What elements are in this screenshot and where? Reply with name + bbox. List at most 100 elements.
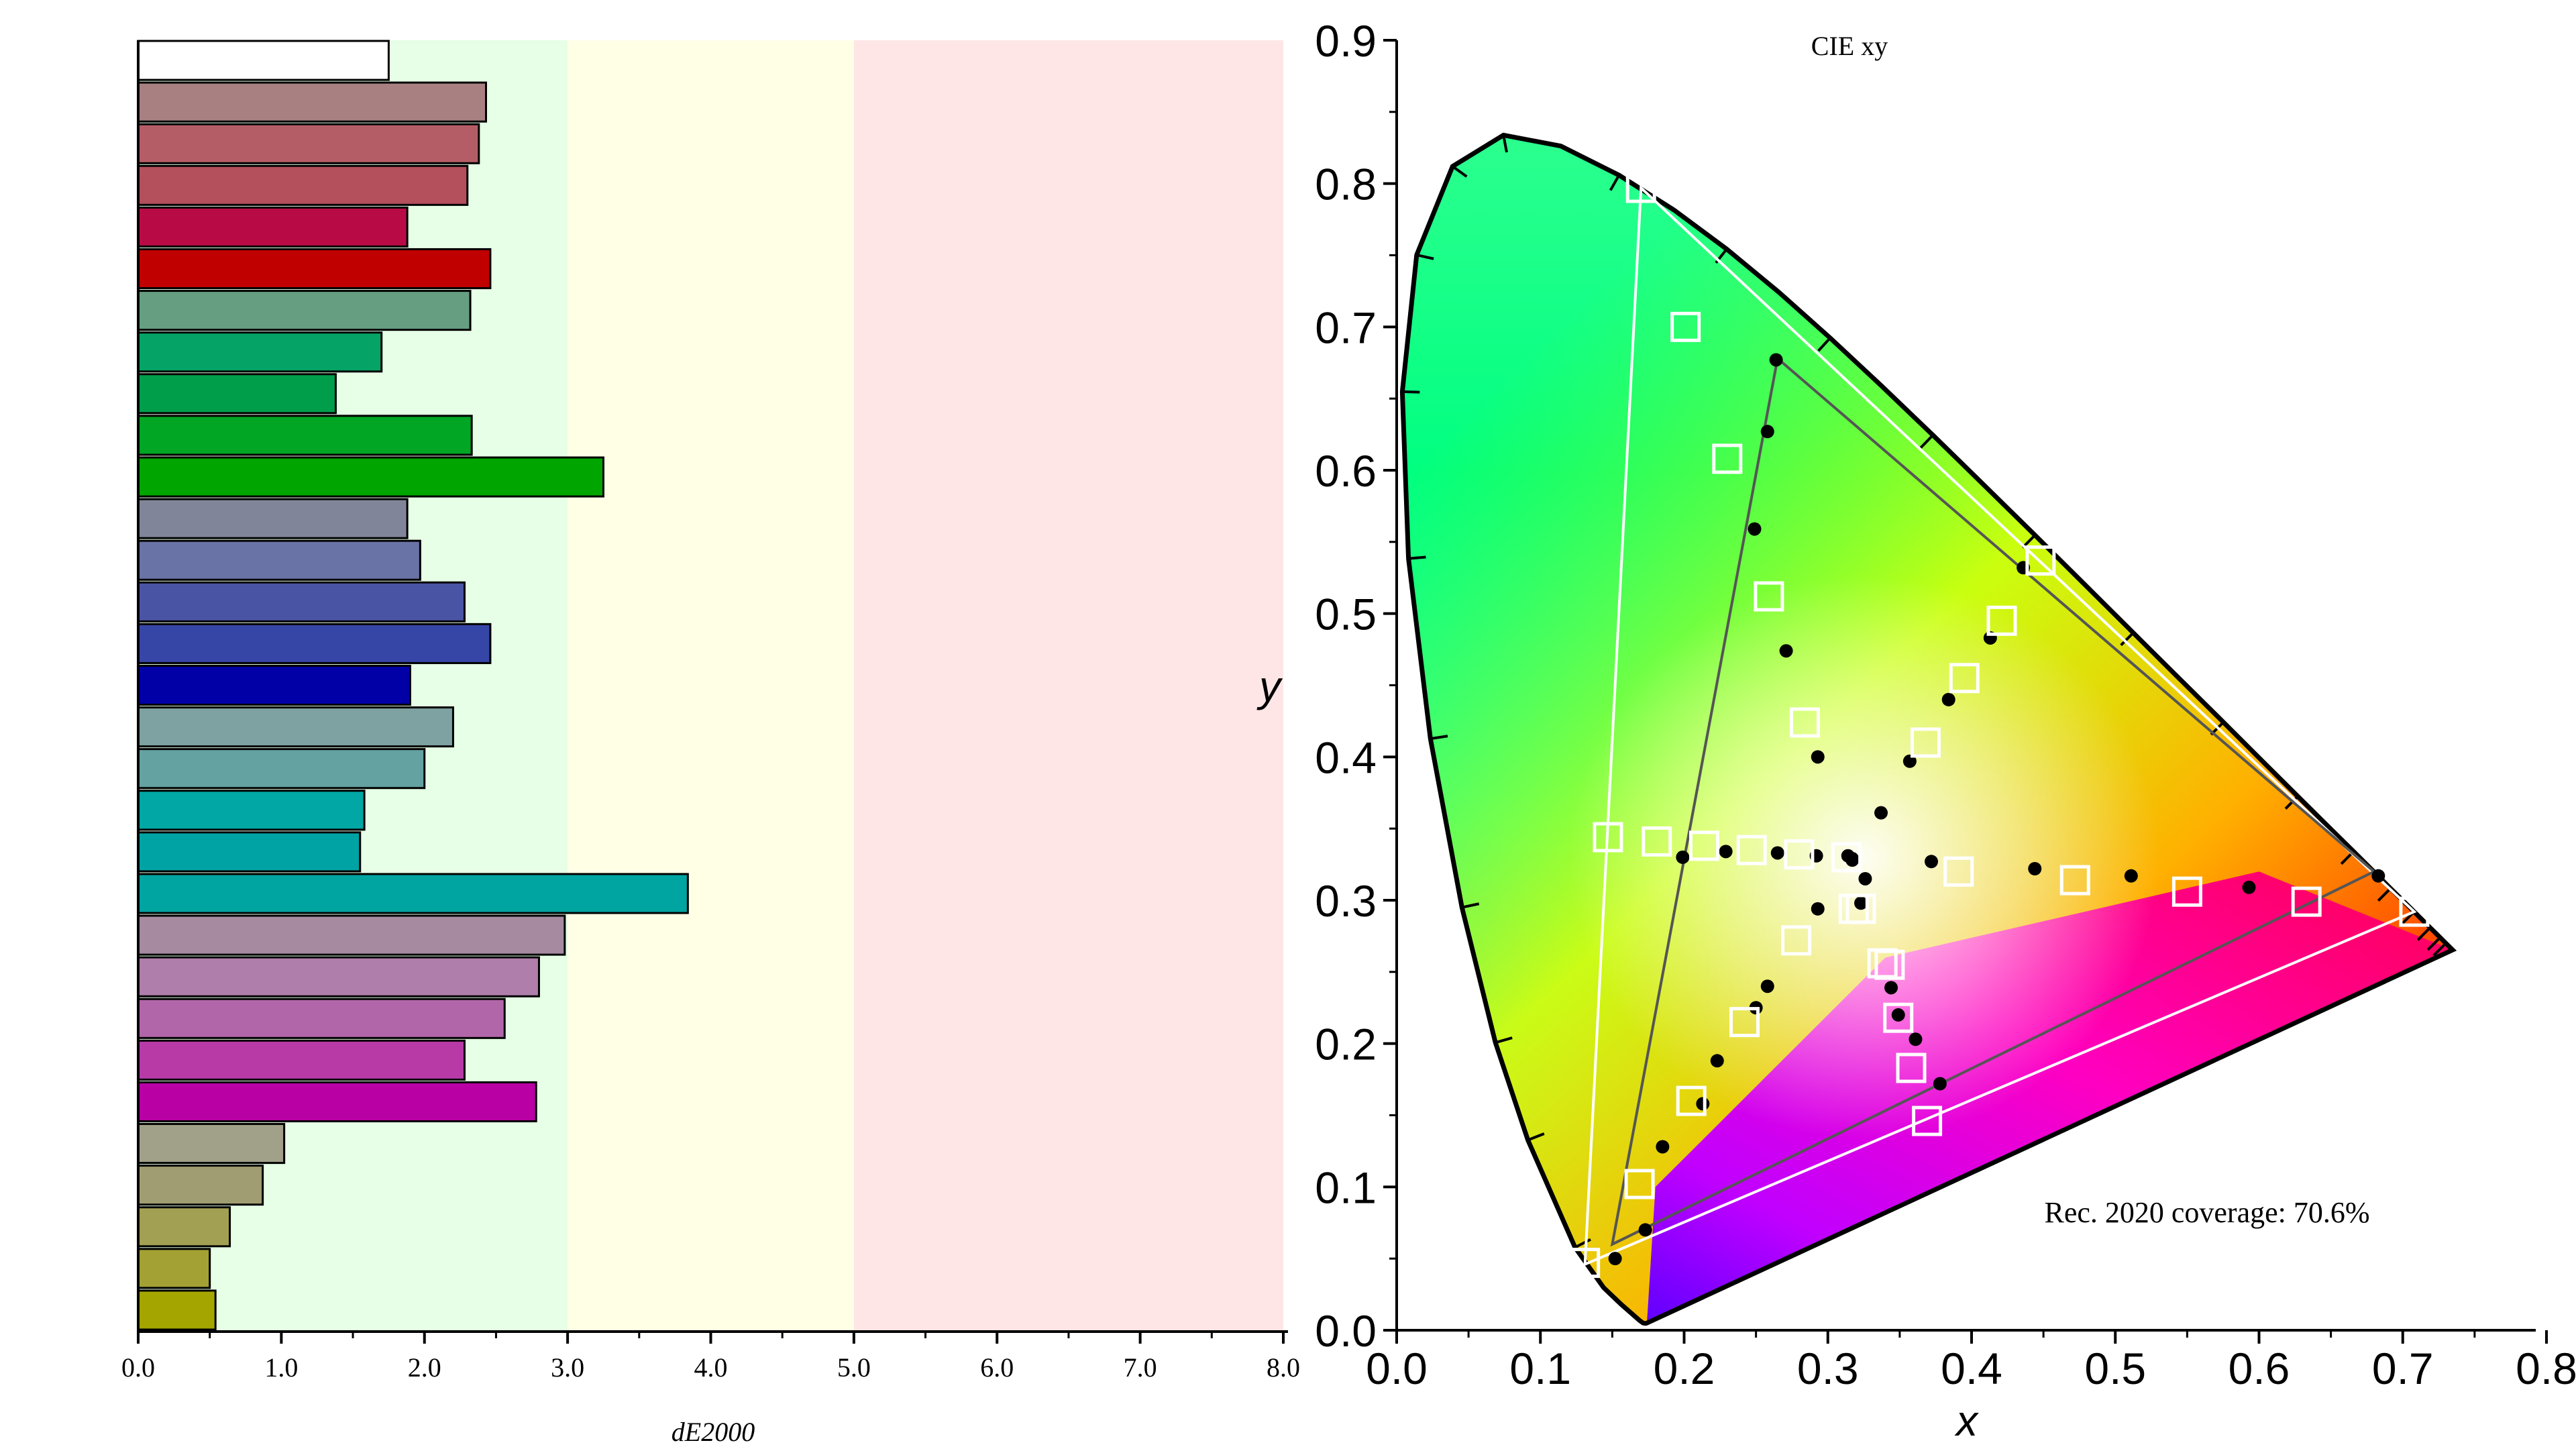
cie-y-tick-label: 0.0 [1315,1306,1377,1356]
bar-21 [137,873,689,914]
tolerance-band-1 [568,40,854,1332]
target-square-marker [1986,605,2017,636]
measured-point-marker [1925,855,1939,869]
target-square-marker [1910,727,1941,758]
cie-xy-diagram: 0.0 0.1 0.2 0.3 0.4 0.5 0.6 0.7 0.8 0.0 0.1 0.2 0.3… [1256,16,2576,1445]
target-square-marker [1670,311,1701,342]
cie-x-axis-label: x [1954,1397,1979,1445]
wavelength-tick [1502,135,1508,153]
measured-point-marker [1770,846,1784,860]
left-x-tick-label: 5.0 [837,1352,871,1383]
cie-x-tick-label: 0.0 [1366,1344,1428,1393]
cie-y-tick-label: 0.8 [1315,160,1377,209]
target-square-marker [1688,830,1719,861]
cie-y-tick-label: 0.1 [1315,1163,1377,1212]
bar-23 [137,956,540,998]
wavelength-tick [1461,902,1480,909]
bar-1 [137,40,390,81]
measured-point-marker [1884,981,1898,995]
bar-9 [137,373,337,415]
target-square-marker [1831,842,1862,873]
cie-x-tick-label: 0.1 [1509,1344,1571,1393]
cie-chart-title: CIE xy [1811,31,1888,61]
target-square-marker [2025,545,2056,576]
cie-y-tick-label: 0.3 [1315,876,1377,926]
bar-13 [137,539,421,581]
target-square-marker [1789,707,1820,738]
wavelength-tick [1452,165,1468,178]
bar-25 [137,1039,466,1081]
measured-point-marker [1841,849,1855,863]
measured-point-marker [1854,896,1868,910]
cie-x-tick-label: 0.5 [2084,1344,2146,1393]
target-square-marker [1883,1002,1914,1033]
cie-y-ticks: 0.0 0.1 0.2 0.3 0.4 0.5 0.6 0.7 0.8 0.9 [1315,16,1397,1356]
wavelength-tick [2377,887,2392,902]
cie-y-tick-label: 0.2 [1315,1020,1377,1069]
target-square-marker [2291,886,2322,917]
wavelength-tick [1817,337,1831,352]
left-x-tick-label: 1.0 [264,1352,298,1383]
measured-point-marker [1858,871,1872,885]
spectral-locus-fill [1402,135,2453,1324]
cie-y-axis-label: y [1256,662,1283,710]
left-x-tick-label: 4.0 [694,1352,728,1383]
bar-3 [137,123,480,164]
measured-point-marker [1760,979,1774,993]
bar-19 [137,790,366,831]
bar-28 [137,1165,264,1206]
measured-point-marker [1696,1097,1710,1111]
wavelength-tick [1574,1238,1591,1249]
bar-5 [137,206,409,248]
cie-y-tick-label: 0.7 [1315,303,1377,352]
target-square-marker [1593,822,1623,853]
bar-2 [137,81,488,123]
bar-12 [137,498,409,539]
wavelength-tick [1919,434,1934,449]
target-square-marker [1781,925,1812,956]
left-x-tick-label: 8.0 [1267,1352,1300,1383]
wavelength-tick [2432,942,2447,957]
measured-point-marker [1779,644,1793,658]
measured-point-marker [1748,522,1762,536]
bar-6 [137,248,492,290]
wavelength-tick [1408,555,1426,560]
cie-x-tick-label: 0.8 [2516,1344,2576,1393]
target-square-marker [1570,1248,1601,1279]
target-square-marker [2171,876,2202,907]
de2000-bar-chart: 0.0 1.0 2.0 3.0 4.0 5.0 6.0 7.0 8.0 dE2000 [121,40,1300,1447]
measured-point-marker [1656,1140,1670,1154]
target-square-marker [1642,826,1672,857]
measured-point-marker [1811,750,1825,764]
bar-29 [137,1206,231,1248]
target-square-marker [1736,835,1767,865]
target-square-marker [1676,1085,1707,1116]
measured-point-marker [1710,1054,1724,1068]
measured-point-marker [1608,1252,1622,1266]
measured-point-marker [1902,754,1917,768]
target-square-marker [1729,1007,1760,1038]
target-square-marker [1754,581,1784,612]
cie-y-tick-label: 0.9 [1315,16,1377,66]
bar-27 [137,1123,286,1165]
bar-20 [137,831,362,873]
measured-point-marker [1933,1077,1947,1091]
bar-24 [137,998,506,1039]
bar-15 [137,623,492,664]
wavelength-tick [1416,254,1434,260]
target-square-marker [2399,896,2430,927]
cie-x-tick-label: 0.6 [2229,1344,2290,1393]
measured-point-marker [2242,880,2256,894]
wavelength-tick [1430,735,1448,741]
wavelength-tick [2120,631,2135,647]
bar-17 [137,706,454,748]
measured-point-marker [1941,692,1955,706]
tolerance-band-2 [853,40,1283,1332]
left-x-tick-label: 2.0 [408,1352,441,1383]
measured-point-marker [1676,850,1690,864]
bar-8 [137,331,383,373]
bar-18 [137,748,426,790]
target-square-marker [1912,1106,1943,1136]
left-x-ticks: 0.0 1.0 2.0 3.0 4.0 5.0 6.0 7.0 8.0 [121,1332,1300,1383]
wavelength-tick [1495,1036,1513,1044]
